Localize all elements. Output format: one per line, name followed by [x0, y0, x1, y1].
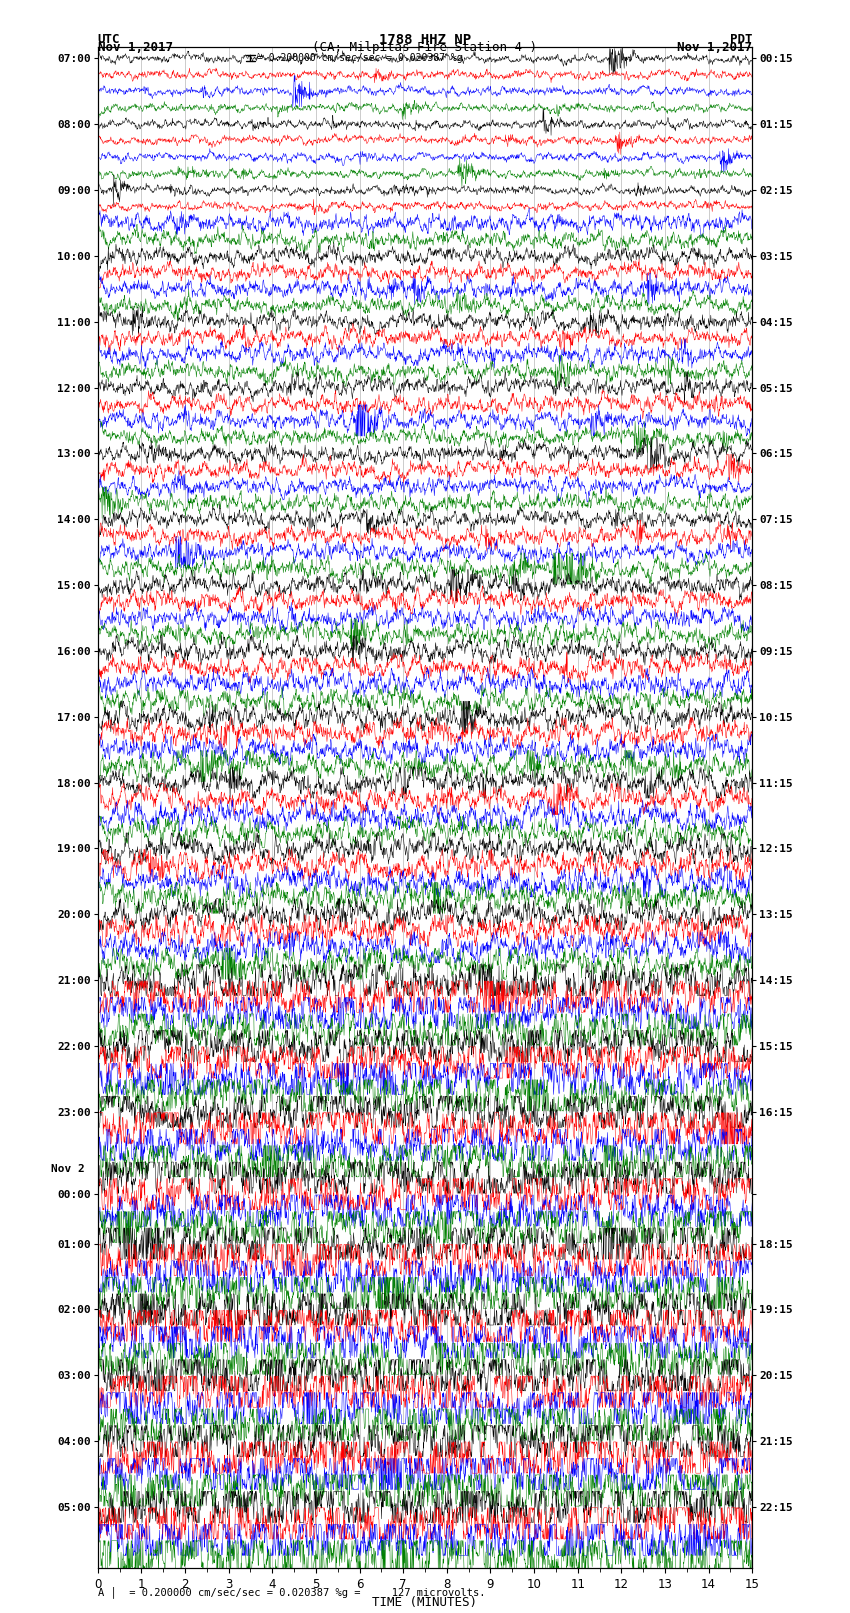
Text: (CA; Milpitas Fire Station 4 ): (CA; Milpitas Fire Station 4 ) [313, 40, 537, 55]
Text: PDT: PDT [730, 32, 752, 47]
Text: UTC: UTC [98, 32, 120, 47]
X-axis label: TIME (MINUTES): TIME (MINUTES) [372, 1597, 478, 1610]
Text: Nov 1,2017: Nov 1,2017 [677, 40, 752, 55]
Text: A │  = 0.200000 cm/sec/sec = 0.020387 %g =     127 microvolts.: A │ = 0.200000 cm/sec/sec = 0.020387 %g … [98, 1587, 485, 1598]
Text: Nov 1,2017: Nov 1,2017 [98, 40, 173, 55]
Text: 1788 HHZ NP: 1788 HHZ NP [379, 32, 471, 47]
Text: = 0.200000 cm/sec/sec = 0.020387 %g: = 0.200000 cm/sec/sec = 0.020387 %g [257, 53, 462, 63]
Text: Nov 2: Nov 2 [51, 1165, 85, 1174]
